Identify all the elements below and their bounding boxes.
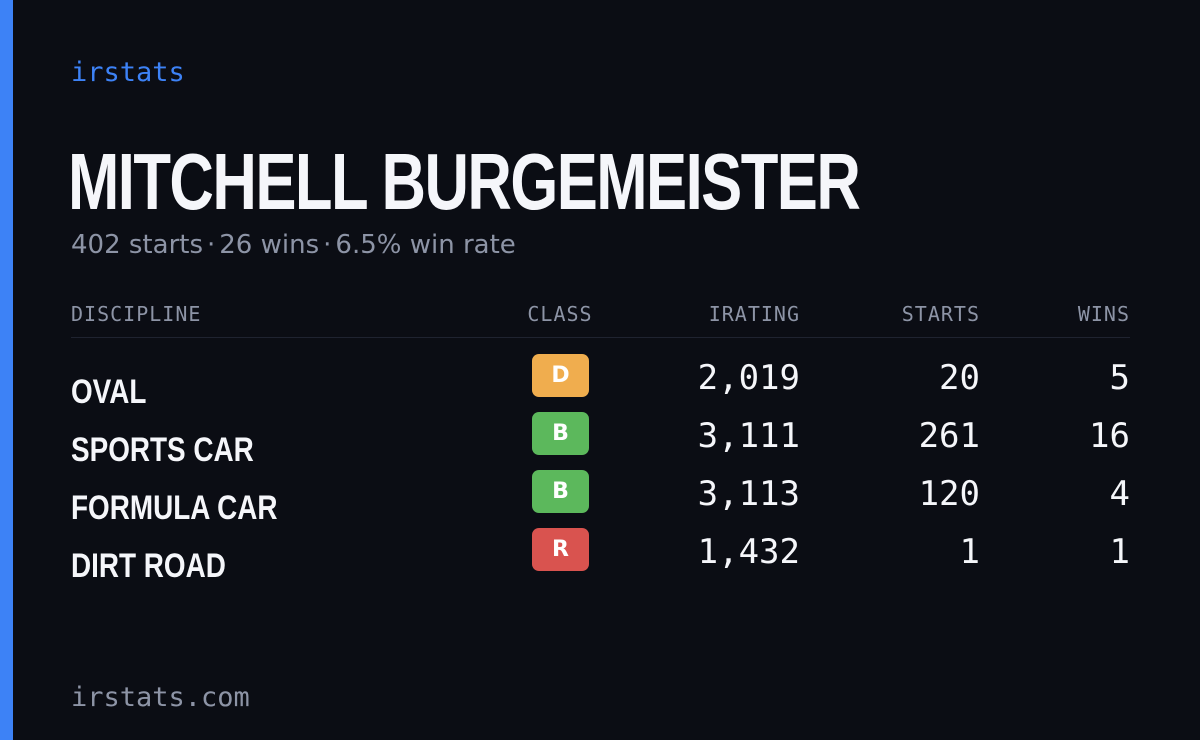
- header-discipline: DISCIPLINE: [71, 302, 202, 326]
- summary-separator: ·: [207, 230, 216, 260]
- wins-value: 1: [1109, 532, 1130, 572]
- footer-url: irstats.com: [71, 682, 250, 713]
- discipline-label: FORMULA CAR: [71, 489, 278, 527]
- discipline-label: SPORTS CAR: [71, 431, 254, 469]
- player-name: MITCHELL BURGEMEISTER: [68, 137, 861, 226]
- table-row: OVAL D 2,019 20 5: [0, 354, 1200, 420]
- irating-value: 3,111: [697, 416, 800, 456]
- wins-summary: 26 wins: [219, 230, 320, 260]
- header-divider: [71, 337, 1130, 338]
- table-row: SPORTS CAR B 3,111 261 16: [0, 412, 1200, 478]
- starts-value: 261: [918, 416, 980, 456]
- starts-value: 20: [939, 358, 980, 398]
- starts-value: 1: [959, 532, 980, 572]
- class-badge: B: [532, 412, 589, 455]
- player-summary: 402 starts · 26 wins · 6.5% win rate: [71, 227, 516, 263]
- header-starts: STARTS: [901, 302, 980, 326]
- irating-value: 1,432: [697, 532, 800, 572]
- irating-value: 3,113: [697, 474, 800, 514]
- table-row: FORMULA CAR B 3,113 120 4: [0, 470, 1200, 536]
- class-badge: B: [532, 470, 589, 513]
- header-wins: WINS: [1077, 302, 1130, 326]
- starts-summary: 402 starts: [71, 230, 203, 260]
- irating-value: 2,019: [697, 358, 800, 398]
- class-badge: D: [532, 354, 589, 397]
- header-irating: IRATING: [708, 302, 800, 326]
- class-badge: R: [532, 528, 589, 571]
- discipline-label: DIRT ROAD: [71, 547, 226, 585]
- wins-value: 4: [1109, 474, 1130, 514]
- win-rate-summary: 6.5% win rate: [335, 230, 516, 260]
- table-row: DIRT ROAD R 1,432 1 1: [0, 528, 1200, 594]
- header-class: CLASS: [527, 302, 593, 326]
- accent-bar: [0, 0, 13, 740]
- wins-value: 5: [1109, 358, 1130, 398]
- wins-value: 16: [1089, 416, 1130, 456]
- starts-value: 120: [918, 474, 980, 514]
- brand-logo-text: irstats: [71, 57, 185, 88]
- discipline-label: OVAL: [71, 373, 147, 411]
- summary-separator: ·: [323, 230, 332, 260]
